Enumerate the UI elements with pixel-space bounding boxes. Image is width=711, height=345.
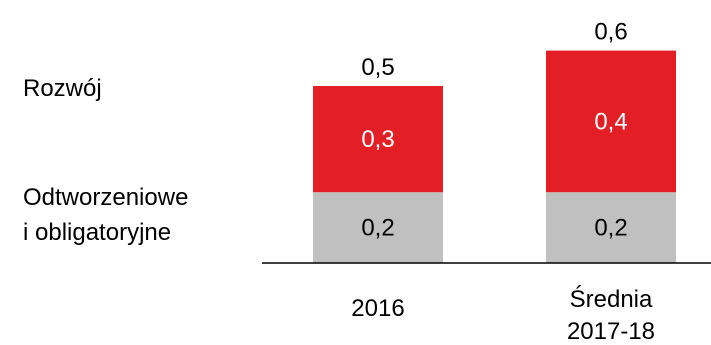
legend: Odtworzeniowe i obligatoryjne Rozwój: [23, 75, 188, 246]
legend-label: Odtworzeniowe: [23, 184, 188, 211]
total-label: 0,5: [361, 54, 394, 81]
segment-label: 0,4: [594, 108, 627, 135]
bar-segment: [546, 50, 676, 193]
legend-label: i obligatoryjne: [23, 219, 171, 246]
segment-label: 0,3: [361, 126, 394, 153]
category-label: Średnia: [570, 285, 653, 313]
total-label: 0,6: [594, 19, 627, 46]
segment-label: 0,2: [594, 215, 627, 242]
segment-label: 0,2: [361, 215, 394, 242]
legend-label: Rozwój: [23, 75, 102, 102]
category-label: 2017-18: [567, 318, 655, 345]
x-axis-labels: 2016 Średnia 2017-18: [351, 285, 655, 345]
bar-segment: [313, 192, 443, 263]
bar-segment: [546, 192, 676, 263]
bars: 0,2 0,3 0,5 0,2 0,4 0,6: [313, 19, 676, 263]
bar-segment: [313, 86, 443, 193]
category-label: 2016: [351, 295, 404, 322]
